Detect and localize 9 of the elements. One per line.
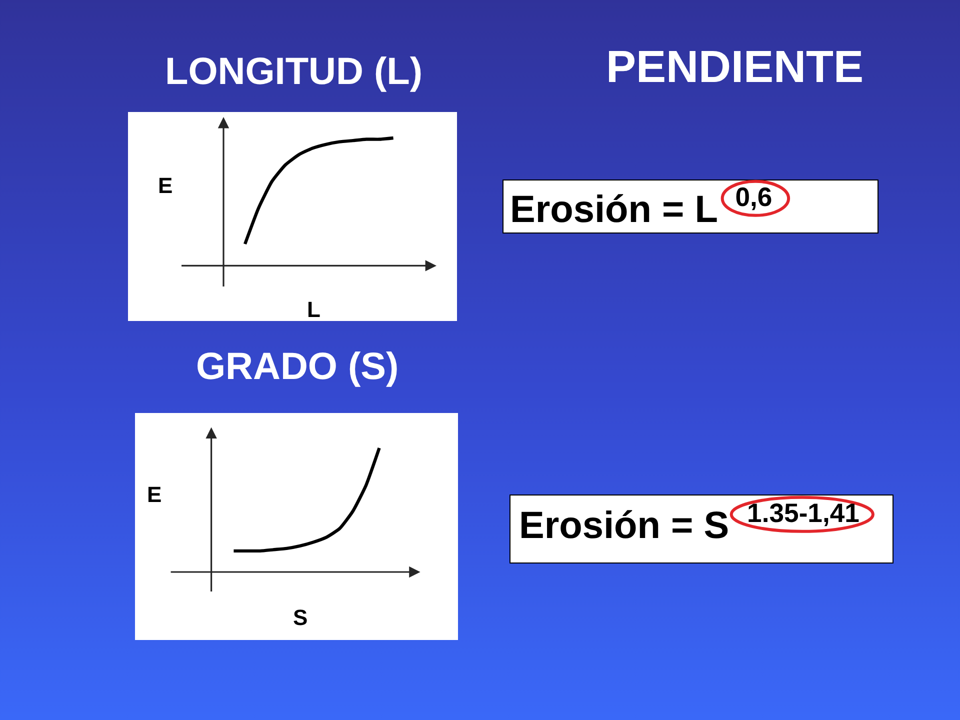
y-axis-title: E <box>158 173 173 198</box>
x-axis-title: S <box>293 605 308 630</box>
text: PENDIENTE <box>606 41 864 92</box>
x-axis-title: L <box>307 297 320 322</box>
text: Erosión = S$^{1.35-1,41}$ <box>519 498 860 547</box>
chart-title: LONGITUD (L) <box>165 51 423 93</box>
chart-title: GRADO (S) <box>196 346 399 388</box>
text: Erosión = L$^{0,6}$ <box>510 182 772 231</box>
y-axis-title: E <box>147 482 162 507</box>
